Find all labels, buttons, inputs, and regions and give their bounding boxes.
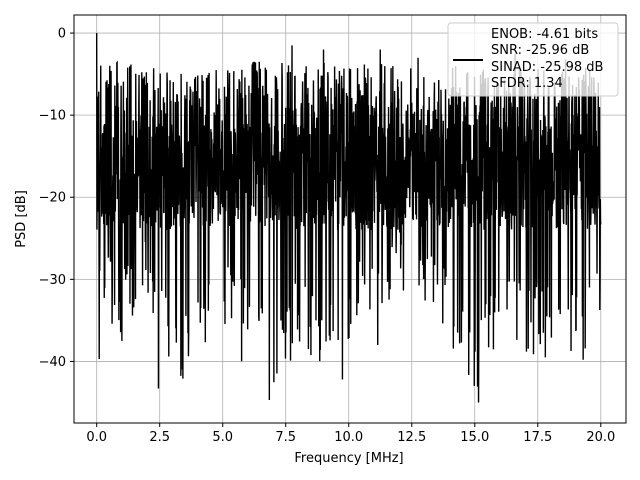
x-tick-label: 10.0 — [334, 430, 363, 445]
y-axis-ticks: 0 −10 −20 −30 −40 — [39, 27, 74, 370]
y-tick-label: 0 — [58, 27, 66, 42]
x-tick-label: 15.0 — [460, 430, 489, 445]
x-tick-label: 2.5 — [149, 430, 170, 445]
legend-sfdr: SFDR: 1.34 — [491, 76, 563, 91]
x-axis-label: Frequency [MHz] — [294, 451, 403, 466]
series-group — [95, 33, 602, 403]
x-tick-label: 17.5 — [523, 430, 552, 445]
y-axis-label: PSD [dB] — [14, 190, 29, 248]
y-tick-label: −40 — [39, 355, 66, 370]
legend-sinad: SINAD: -25.98 dB — [491, 60, 603, 75]
legend-enob: ENOB: -4.61 bits — [491, 27, 598, 42]
y-tick-label: −20 — [39, 191, 66, 206]
x-tick-label: 5.0 — [212, 430, 233, 445]
x-axis-ticks: 0.0 2.5 5.0 7.5 10.0 12.5 15.0 17.5 20.0 — [86, 423, 615, 445]
legend: ENOB: -4.61 bits SNR: -25.96 dB SINAD: -… — [447, 22, 619, 97]
x-tick-label: 7.5 — [275, 430, 296, 445]
psd-series-line — [95, 33, 602, 403]
x-tick-label: 0.0 — [86, 430, 107, 445]
x-tick-label: 12.5 — [397, 430, 426, 445]
legend-box — [447, 22, 619, 97]
legend-snr: SNR: -25.96 dB — [491, 43, 589, 58]
y-tick-label: −30 — [39, 273, 66, 288]
x-tick-label: 20.0 — [586, 430, 615, 445]
y-tick-label: −10 — [39, 109, 66, 124]
plot-frame — [73, 14, 627, 424]
